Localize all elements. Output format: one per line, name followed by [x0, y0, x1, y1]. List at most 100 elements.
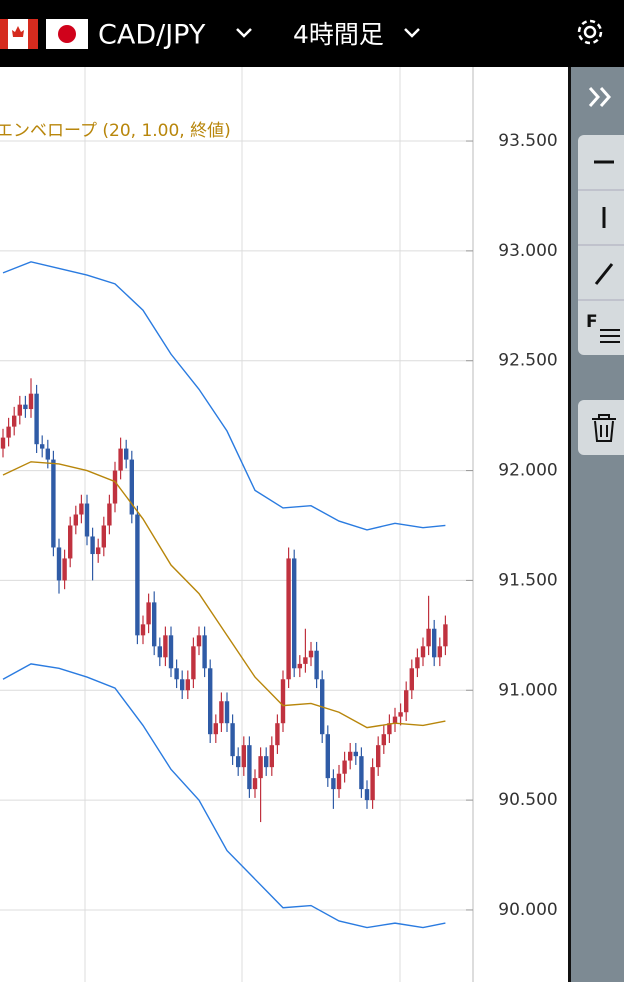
candle-body — [325, 734, 330, 779]
plot-area — [0, 67, 473, 982]
candle-body — [202, 635, 207, 669]
candle-body — [163, 635, 168, 658]
collapse[interactable] — [588, 87, 612, 107]
chevron[interactable] — [236, 28, 252, 38]
candle-body — [174, 668, 179, 680]
top-bar — [0, 0, 624, 67]
candle-body — [415, 657, 420, 669]
y-tick-label: 92.500 — [498, 351, 557, 371]
candle-body — [17, 404, 22, 416]
envelope-line — [2, 261, 446, 531]
candle-body — [196, 635, 202, 647]
candle-body — [208, 668, 213, 735]
candle-body — [370, 767, 375, 801]
candle-body — [331, 778, 336, 790]
candle-body — [140, 624, 146, 636]
candle-body — [437, 646, 442, 658]
candle-body — [252, 778, 258, 790]
candle-body — [275, 723, 280, 746]
candle-body — [364, 789, 370, 801]
candle-body — [112, 470, 118, 504]
indicator-legend: エンベロープ (20, 1.00, 終値) — [0, 121, 231, 141]
candle-body — [129, 459, 134, 515]
candle-body — [118, 448, 123, 471]
candle-body — [387, 723, 392, 735]
jpy-flag[interactable] — [46, 19, 88, 49]
candle-body — [292, 558, 297, 669]
candle-body — [56, 547, 62, 581]
candle-body — [180, 679, 185, 691]
candle-body — [152, 602, 157, 647]
candle-body — [23, 404, 28, 410]
candle-body — [107, 503, 112, 526]
candle-body — [219, 701, 224, 724]
candle-body — [62, 558, 67, 581]
envelope-line — [2, 663, 446, 929]
candle-body — [376, 745, 381, 768]
candle-body — [185, 679, 190, 691]
candle-body — [28, 393, 34, 410]
candle-body — [303, 657, 308, 664]
candle-body — [443, 624, 448, 647]
candle-body — [90, 536, 95, 555]
candle-body — [420, 646, 426, 658]
candle-body — [79, 503, 84, 515]
candle-body — [409, 668, 414, 691]
candle-body — [12, 415, 17, 427]
candle-body — [34, 393, 39, 445]
candle-body — [124, 448, 129, 460]
candle-body — [308, 650, 314, 658]
y-tick-label: 90.500 — [498, 790, 557, 810]
candle-body — [342, 760, 347, 774]
candle-body — [146, 602, 151, 625]
fib-tool[interactable]: F — [586, 312, 598, 332]
candle-body — [280, 679, 286, 724]
candle-body — [269, 745, 274, 768]
candle-body — [314, 650, 319, 680]
candle-body — [348, 751, 353, 761]
candle-body — [264, 756, 269, 768]
candle-body — [258, 756, 263, 779]
trend-tool[interactable] — [594, 263, 614, 285]
cad-flag[interactable] — [0, 19, 38, 49]
candle-body — [96, 547, 101, 555]
candle-body — [168, 635, 174, 669]
candle-body — [286, 558, 291, 680]
y-tick-label: 92.000 — [498, 461, 557, 481]
candle-body — [230, 723, 235, 757]
candle-body — [359, 756, 364, 790]
candle-body — [381, 734, 386, 746]
candle-body — [101, 525, 106, 548]
candle-body — [392, 716, 398, 724]
trash — [592, 414, 616, 442]
y-tick-label: 91.000 — [498, 680, 557, 700]
candle-body — [353, 751, 358, 757]
candle-body — [40, 444, 45, 449]
candle-body — [191, 646, 196, 680]
settings[interactable] — [577, 19, 603, 45]
candle-body — [68, 525, 73, 559]
candle-body — [398, 712, 403, 717]
candle-body — [45, 448, 50, 460]
y-tick-label: 93.000 — [498, 241, 557, 261]
envelope-line — [2, 461, 446, 729]
candle-body — [236, 756, 241, 768]
pair[interactable]: CAD/JPY — [98, 20, 206, 51]
candle-body — [247, 745, 252, 790]
candle-body — [336, 773, 342, 790]
candle-body — [135, 514, 140, 636]
timeframe[interactable]: 4時間足 — [293, 20, 384, 49]
y-tick-label: 90.000 — [498, 900, 557, 920]
fib-lines — [600, 329, 620, 343]
candle-body — [84, 503, 90, 537]
candle-body — [241, 745, 246, 768]
y-tick-label: 93.500 — [498, 131, 557, 151]
candle-body — [213, 723, 218, 735]
candle-body — [224, 701, 230, 724]
toolbar-edge — [568, 67, 571, 982]
chevron[interactable] — [404, 28, 420, 38]
candle-body — [6, 426, 11, 438]
candle-body — [51, 459, 56, 548]
candle-body — [426, 628, 431, 647]
